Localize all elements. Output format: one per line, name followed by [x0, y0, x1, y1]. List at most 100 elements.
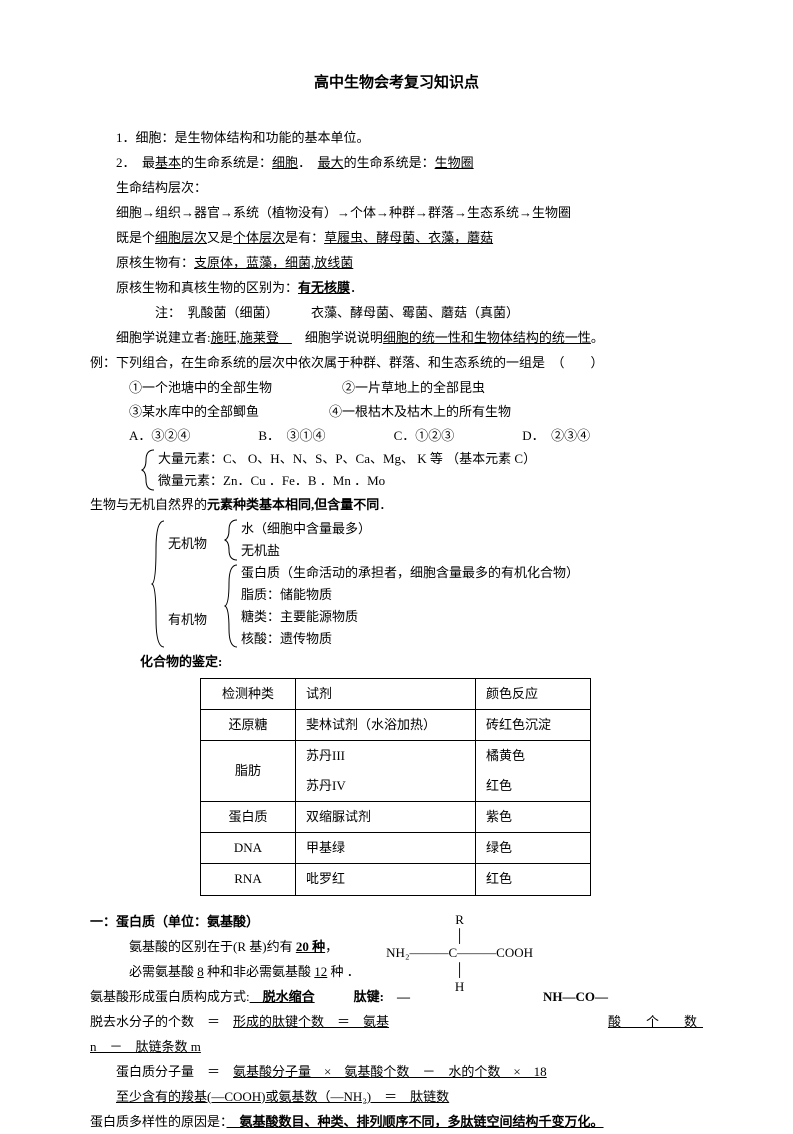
td: 双缩脲试剂 [296, 802, 476, 833]
t: 酸 个 数 [608, 1010, 703, 1034]
dehydration: 氨基酸形成蛋白质构成方式: 脱水缩合 肽键: — NH—CO— [90, 985, 703, 1009]
td: 还原糖 [201, 710, 296, 741]
t: 2． 最 [116, 155, 155, 170]
brace-icon [223, 518, 241, 562]
table-title: 化合物的鉴定: [140, 650, 703, 674]
t: 原核生物有： [116, 255, 194, 270]
td: 苏丹IV [296, 771, 476, 802]
chem-bond: │ [386, 962, 533, 979]
nucleic: 核酸：遗传物质 [241, 628, 703, 650]
lipid: 脂质：储能物质 [241, 584, 703, 606]
th: 试剂 [296, 679, 476, 710]
page-title: 高中生物会考复习知识点 [90, 70, 703, 98]
micro-elem: 微量元素：Zn．Cu ．Fe．B ．Mn ．Mo [158, 470, 703, 492]
t: 有无核膜 [298, 280, 350, 295]
t: 形成的肽键个数 ＝ 氨基 [233, 1014, 389, 1029]
t: 种 ． [327, 964, 360, 979]
table-row: 脂肪 苏丹III 橘黄色 [201, 741, 591, 772]
t: 支原体，蓝藻，细菌,放线菌 [194, 255, 353, 270]
t: 细胞 [272, 155, 298, 170]
water: 水（细胞中含量最多） [241, 518, 703, 540]
td: 砖红色沉淀 [476, 710, 591, 741]
chem-bond: │ [386, 928, 533, 945]
salts: 无机盐 [241, 540, 703, 562]
t: NH₂ [386, 945, 409, 960]
amino-acid-structure: R │ NH₂———C———COOH │ H [386, 912, 533, 996]
ex4: ④一根枯木及枯木上的所有生物 [329, 400, 511, 424]
t: 的生命系统是： [181, 155, 272, 170]
t: 施旺,施莱登 [211, 330, 292, 345]
life-levels-chain: 细胞→组织→器官→系统（植物没有）→个体→种群→群落→生态系统→生物圈 [90, 201, 703, 225]
brace-icon [223, 563, 241, 649]
macro-elem: 大量元素：C、 O、H、N、S、P、Ca、Mg、 K 等 （基本元素 C） [158, 448, 703, 470]
t: ． [298, 155, 318, 170]
t: 最大 [318, 155, 344, 170]
ex3: ③某水库中的全部鲫鱼 [129, 400, 259, 424]
td: 红色 [476, 864, 591, 895]
chem-r: R [386, 912, 533, 929]
t: 是有： [285, 230, 324, 245]
t: 。 [591, 330, 604, 345]
t: 草履虫、酵母菌、衣藻，蘑菇 [324, 230, 493, 245]
elements-list: 大量元素：C、 O、H、N、S、P、Ca、Mg、 K 等 （基本元素 C） 微量… [158, 448, 703, 492]
t: 脱去水分子的个数 ＝ [90, 1014, 233, 1029]
t: 生物与无机自然界的 [90, 497, 207, 512]
td: 紫色 [476, 802, 591, 833]
table-row: RNA 吡罗红 红色 [201, 864, 591, 895]
peptide-bond: NH—CO— [543, 985, 608, 1009]
t: COOH [496, 945, 533, 960]
t: ． [350, 280, 363, 295]
td: 绿色 [476, 833, 591, 864]
t: 原核生物和真核生物的区别为： [116, 280, 298, 295]
td: 蛋白质 [201, 802, 296, 833]
t: 的生命系统是： [344, 155, 435, 170]
prokaryote: 原核生物有：支原体，蓝藻，细菌,放线菌 [90, 251, 703, 275]
t: ， [325, 939, 338, 954]
t: 种和非必需氨基酸 [204, 964, 315, 979]
cell-theory: 细胞学说建立者:施旺,施莱登 细胞学说说明细胞的统一性和生物体结构的统一性。 [90, 326, 703, 350]
t: 肽键: — [315, 989, 410, 1004]
detection-table: 检测种类 试剂 颜色反应 还原糖 斐林试剂（水浴加热） 砖红色沉淀 脂肪 苏丹I… [200, 678, 591, 895]
t: 12 [314, 964, 327, 979]
td: 吡罗红 [296, 864, 476, 895]
t: 细胞层次 [155, 230, 207, 245]
table-row: DNA 甲基绿 绿色 [201, 833, 591, 864]
t: 既是个 [116, 230, 155, 245]
example-items-1: ①一个池塘中的全部生物 ②一片草地上的全部昆虫 [90, 376, 703, 400]
protein: 蛋白质（生命活动的承担者，细胞含量最多的有机化合物） [241, 562, 703, 584]
t: 氨基酸分子量 × 氨基酸个数 － 水的个数 × 18 [233, 1064, 547, 1079]
example-items-2: ③某水库中的全部鲫鱼 ④一根枯木及枯木上的所有生物 [90, 400, 703, 424]
t: 蛋白质多样性的原因是： [90, 1114, 227, 1129]
note: 注： 乳酸菌（细菌） 衣藻、酵母菌、霉菌、蘑菇（真菌） [90, 301, 703, 325]
brace-icon [140, 448, 158, 492]
bio-nature: 生物与无机自然界的元素种类基本相同,但含量不同． [90, 493, 703, 517]
t: 元素种类基本相同,但含量不同 [207, 497, 379, 512]
table-row: 蛋白质 双缩脲试剂 紫色 [201, 802, 591, 833]
td: 甲基绿 [296, 833, 476, 864]
t: 20 种 [296, 939, 325, 954]
t: 必需氨基酸 [129, 964, 197, 979]
opt-b: B． ③①④ [258, 424, 325, 448]
td: 橘黄色 [476, 741, 591, 772]
organic-label: 有机物 [168, 580, 223, 632]
pro-eu-diff: 原核生物和真核生物的区别为：有无核膜． [90, 276, 703, 300]
td: 红色 [476, 771, 591, 802]
ex2: ②一片草地上的全部昆虫 [342, 376, 485, 400]
table-row: 还原糖 斐林试剂（水浴加热） 砖红色沉淀 [201, 710, 591, 741]
t: ． [379, 497, 392, 512]
point-2: 2． 最基本的生命系统是：细胞． 最大的生命系统是：生物圈 [90, 151, 703, 175]
min-groups: 至少含有的羧基(—COOH)或氨基数（—NH₂) ＝ 肽链数 [90, 1085, 703, 1109]
td: 苏丹III [296, 741, 476, 772]
td: 脂肪 [201, 741, 296, 802]
options: A．③②④ B． ③①④ C．①②③ D． ②③④ [90, 424, 703, 448]
t: 氨基酸形成蛋白质构成方式: [90, 989, 250, 1004]
cell-individual: 既是个细胞层次又是个体层次是有：草履虫、酵母菌、衣藻，蘑菇 [90, 226, 703, 250]
th: 颜色反应 [476, 679, 591, 710]
td: 斐林试剂（水浴加热） [296, 710, 476, 741]
td: DNA [201, 833, 296, 864]
t: 基本 [155, 155, 181, 170]
ex1: ①一个池塘中的全部生物 [129, 376, 272, 400]
t: 生物圈 [435, 155, 474, 170]
opt-a: A．③②④ [129, 424, 190, 448]
chem-mid: NH₂———C———COOH [386, 945, 533, 962]
